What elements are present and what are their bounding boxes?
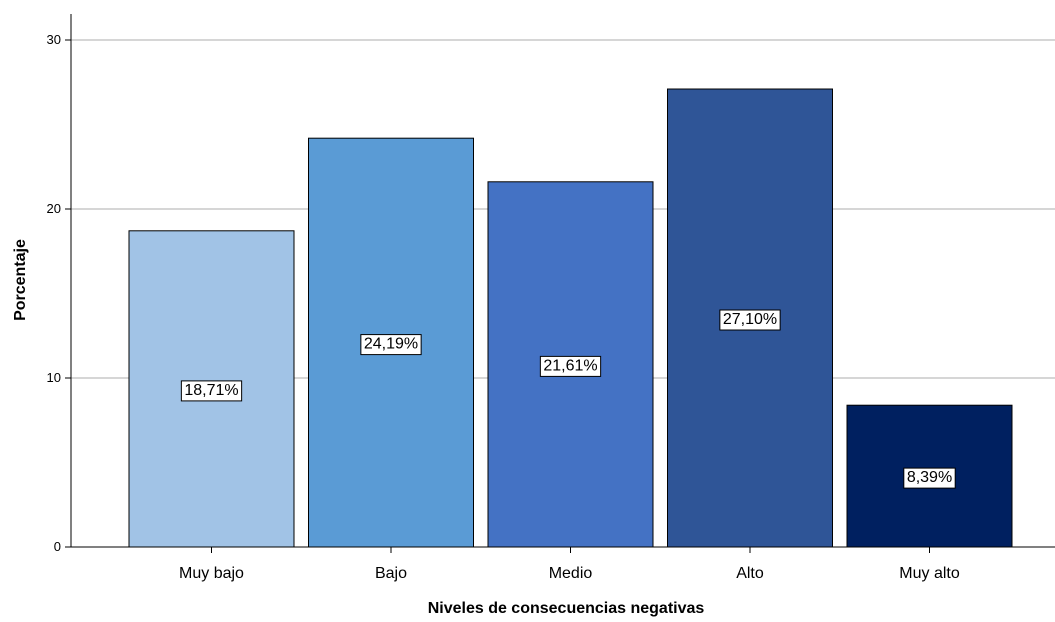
- data-label: 24,19%: [364, 336, 418, 353]
- data-label-box: [180, 380, 243, 402]
- y-tick-label: 0: [54, 539, 61, 554]
- x-tick-label: Bajo: [375, 565, 407, 582]
- data-label: 21,61%: [543, 357, 597, 374]
- y-tick-label: 10: [47, 370, 61, 385]
- y-tick-label: 20: [47, 201, 61, 216]
- y-tick-label: 30: [47, 32, 61, 47]
- data-label-box: [539, 355, 602, 377]
- data-label-box: [360, 334, 422, 356]
- axes: 0 10 20 30 Muy bajo Bajo Medio Alto Muy alto: [47, 14, 1055, 582]
- x-axis-title: Niveles de consecuencias negativas: [428, 600, 705, 617]
- data-labels: 18,71% 24,19% 21,61% 27,10% 8,39%: [180, 309, 956, 489]
- data-label: 8,39%: [907, 469, 952, 486]
- x-tick-label: Muy alto: [899, 565, 960, 582]
- x-tick-label: Medio: [549, 565, 593, 582]
- x-tick-label: Alto: [736, 565, 764, 582]
- data-label-box: [719, 309, 781, 331]
- data-label-box: [903, 467, 956, 489]
- y-axis-title: Porcentaje: [12, 239, 29, 321]
- bars: [128, 88, 1013, 548]
- data-label: 27,10%: [723, 311, 777, 328]
- data-label: 18,71%: [184, 382, 238, 399]
- x-tick-label: Muy bajo: [179, 565, 244, 582]
